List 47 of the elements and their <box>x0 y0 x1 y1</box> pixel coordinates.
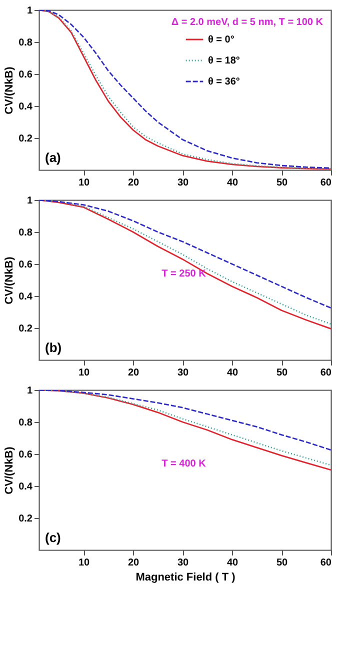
x-tick-label: 60 <box>320 178 332 188</box>
x-tick-label: 30 <box>177 558 190 568</box>
y-tick-label: 1 <box>26 6 33 16</box>
annotation: Δ = 2.0 meV, d = 5 nm, T = 100 K <box>171 17 324 28</box>
annotation: (c) <box>45 530 61 545</box>
y-tick-label: 0.2 <box>18 324 33 334</box>
y-axis-title: CV/(NkB) <box>4 446 16 494</box>
x-tick-label: 10 <box>78 558 90 568</box>
y-tick-label: 0.6 <box>18 260 33 270</box>
y-tick-label: 0.4 <box>18 102 33 112</box>
y-tick-label: 0.4 <box>18 482 33 492</box>
x-tick-label: 30 <box>177 368 190 378</box>
x-tick-label: 50 <box>276 178 288 188</box>
x-tick-label: 20 <box>128 368 140 378</box>
x-tick-label: 20 <box>128 558 140 568</box>
x-tick-label: 40 <box>226 558 239 568</box>
legend-label: θ = 18° <box>208 56 240 66</box>
x-tick-label: 10 <box>78 368 90 378</box>
legend-label: θ = 0° <box>208 34 234 46</box>
x-tick-label: 60 <box>320 368 332 378</box>
y-tick-label: 0.8 <box>18 38 33 48</box>
legend-label: θ = 36° <box>208 76 240 88</box>
y-axis-title: CV/(NkB) <box>4 256 16 304</box>
x-tick-label: 50 <box>276 558 288 568</box>
annotation: T = 250 K <box>162 268 207 280</box>
y-axis-title: CV/(NkB) <box>4 66 16 114</box>
y-tick-label: 0.6 <box>18 450 33 460</box>
y-tick-label: 0.2 <box>18 134 33 144</box>
y-tick-label: 0.8 <box>18 418 33 428</box>
annotation: (b) <box>45 340 62 355</box>
y-tick-label: 1 <box>26 386 33 396</box>
annotation: T = 400 K <box>162 458 207 470</box>
x-axis-title: Magnetic Field ( T ) <box>136 572 236 584</box>
line-series <box>39 390 331 451</box>
y-tick-label: 1 <box>26 196 33 206</box>
y-tick-label: 0.2 <box>18 514 33 524</box>
x-tick-label: 10 <box>78 178 90 188</box>
y-tick-label: 0.8 <box>18 228 33 238</box>
x-tick-label: 40 <box>226 178 239 188</box>
annotation: (a) <box>45 150 61 165</box>
x-tick-label: 30 <box>177 178 190 188</box>
y-tick-label: 0.6 <box>18 70 33 80</box>
y-tick-label: 0.4 <box>18 292 33 302</box>
x-tick-label: 50 <box>276 368 288 378</box>
x-tick-label: 20 <box>128 178 140 188</box>
x-tick-label: 40 <box>226 368 239 378</box>
x-tick-label: 60 <box>320 558 332 568</box>
